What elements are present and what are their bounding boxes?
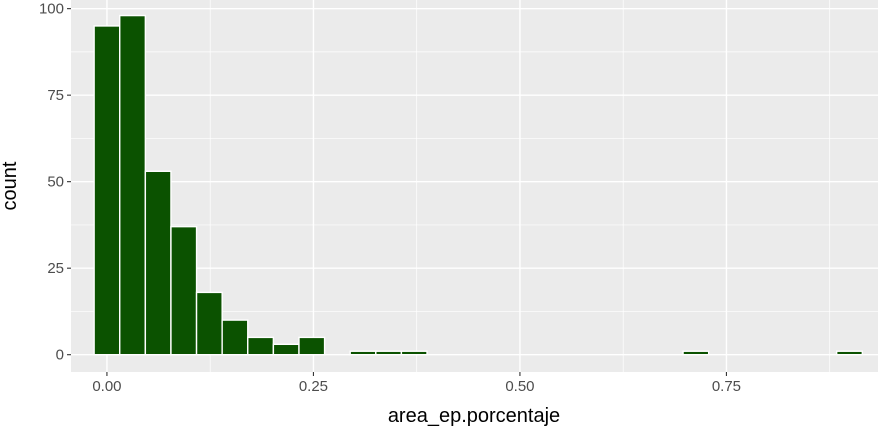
x-axis-title: area_ep.porcentaje <box>388 405 560 427</box>
y-tick-label: 25 <box>47 260 64 277</box>
y-tick-label: 75 <box>47 87 64 104</box>
histogram-bar <box>349 350 377 356</box>
x-tick-label: 0.50 <box>505 378 534 395</box>
histogram-bar <box>170 225 198 356</box>
histogram-bar <box>119 14 147 356</box>
histogram-bars <box>93 14 864 356</box>
y-tick-label: 50 <box>47 174 64 191</box>
y-tick-label: 0 <box>56 347 64 364</box>
y-tick-label: 100 <box>39 1 64 18</box>
x-axis: 0.00 0.25 0.50 0.75 <box>92 372 741 395</box>
y-axis: 0 25 50 75 100 <box>39 1 71 364</box>
histogram-bar <box>272 343 300 356</box>
histogram-bar <box>221 319 249 356</box>
minor-gridlines <box>71 0 878 372</box>
histogram-bar <box>682 350 710 356</box>
y-axis-title: count <box>0 161 21 210</box>
histogram-bar <box>298 336 326 356</box>
histogram-bar <box>247 336 275 356</box>
histogram-bar <box>195 291 223 356</box>
x-tick-label: 0.00 <box>92 378 121 395</box>
histogram-bar <box>144 170 172 356</box>
histogram-bar <box>836 350 864 356</box>
x-tick-label: 0.25 <box>299 378 328 395</box>
histogram-bar <box>400 350 428 356</box>
x-tick-label: 0.75 <box>712 378 741 395</box>
histogram-bar <box>93 25 121 356</box>
histogram-bar <box>375 350 403 356</box>
